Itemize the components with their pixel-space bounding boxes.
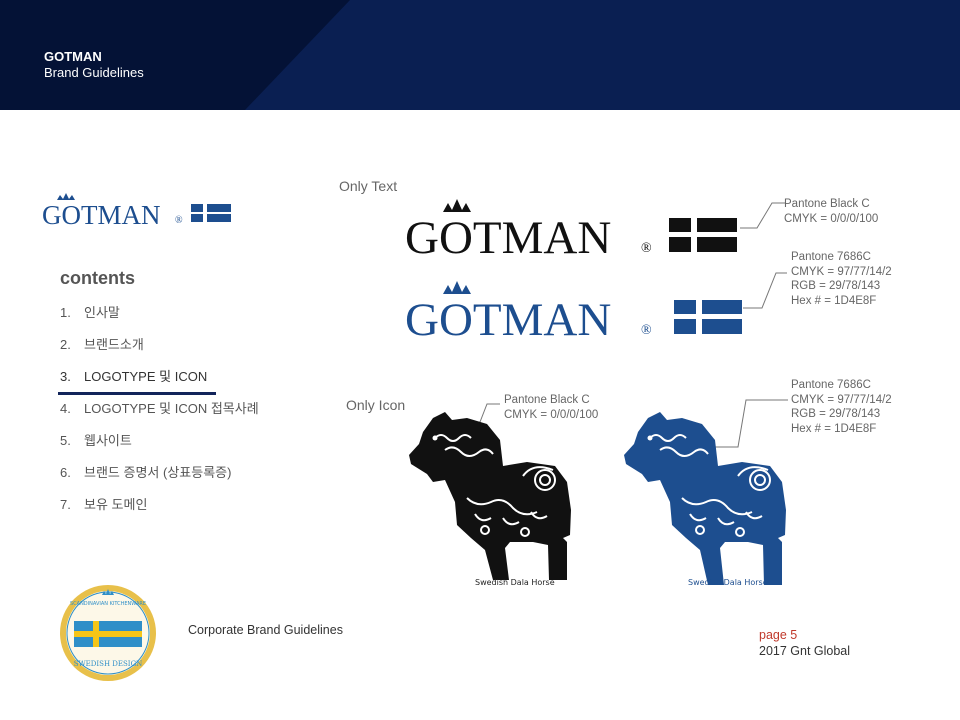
- registered-mark: ®: [641, 323, 652, 338]
- horse-caption-black: Swedish Dala Horse: [475, 578, 555, 587]
- swedish-flag-icon: [674, 300, 742, 334]
- toc-item-2[interactable]: 2. 브랜드소개: [60, 337, 144, 352]
- small-logo-wordmark: GOTMAN: [42, 200, 161, 230]
- header-brand: GOTMAN: [44, 49, 102, 64]
- registered-mark: ®: [175, 215, 183, 226]
- contents-list: 1. 인사말 2. 브랜드소개 3. LOGOTYPE 및 ICON 4. LOGOTY…: [60, 300, 259, 524]
- toc-item-7[interactable]: 7. 보유 도메인: [60, 497, 148, 512]
- dala-horse-blue-icon: Swedish Dala Horse: [624, 412, 786, 587]
- dala-horse-black-icon: Swedish Dala Horse: [409, 412, 571, 587]
- spec-blue-text: Pantone 7686C CMYK = 97/77/14/2 RGB = 29/…: [791, 251, 892, 307]
- contents-title: contents: [60, 268, 136, 288]
- swedish-design-seal: SCANDINAVIAN KITCHENWARE SWEDISH DESIGN: [60, 585, 156, 681]
- logo-black: GOTMAN ®: [405, 199, 737, 258]
- only-text-label: Only Text: [339, 178, 398, 194]
- spec-blue-icon: Pantone 7686C CMYK = 97/77/14/2 RGB = 29/…: [791, 379, 892, 435]
- company-name: 2017 Gnt Global: [759, 644, 851, 658]
- toc-item-3[interactable]: 3. LOGOTYPE 및 ICON: [60, 369, 208, 384]
- spec-black-icon: Pantone Black C CMYK = 0/0/0/100: [504, 394, 599, 421]
- swedish-flag-icon: [74, 621, 142, 647]
- header-subtitle: Brand Guidelines: [44, 65, 144, 80]
- swedish-flag-icon: [669, 218, 737, 252]
- swedish-flag-icon: [191, 204, 231, 222]
- crown-icon: [57, 193, 75, 200]
- footer-text: Corporate Brand Guidelines: [188, 623, 343, 637]
- small-logo: GOTMAN ®: [42, 193, 231, 230]
- toc-item-4[interactable]: 4. LOGOTYPE 및 ICON 접목사례: [60, 401, 259, 416]
- crown-icon: [443, 281, 471, 294]
- logo-blue: GOTMAN ®: [405, 281, 742, 342]
- only-icon-label: Only Icon: [346, 397, 406, 413]
- page-number: page 5: [759, 628, 798, 642]
- toc-item-1[interactable]: 1. 인사말: [60, 305, 120, 320]
- logo-blue-wordmark: GOTMAN: [405, 294, 611, 342]
- logo-black-wordmark: GOTMAN: [405, 212, 611, 258]
- horse-caption-blue: Swedish Dala Horse: [688, 578, 768, 587]
- header-diagonal-shape: [0, 0, 350, 110]
- svg-text:SCANDINAVIAN KITCHENWARE: SCANDINAVIAN KITCHENWARE: [70, 601, 146, 607]
- toc-item-6[interactable]: 6. 브랜드 증명서 (상표등록증): [60, 465, 232, 480]
- svg-text:SWEDISH DESIGN: SWEDISH DESIGN: [74, 660, 143, 668]
- header-banner: GOTMAN Brand Guidelines: [0, 0, 960, 110]
- active-item-underline: [58, 392, 216, 395]
- spec-black-text: Pantone Black C CMYK = 0/0/0/100: [784, 198, 879, 225]
- crown-icon: [102, 589, 114, 595]
- toc-item-5[interactable]: 5. 웹사이트: [60, 433, 132, 448]
- registered-mark: ®: [641, 241, 652, 256]
- crown-icon: [443, 199, 471, 212]
